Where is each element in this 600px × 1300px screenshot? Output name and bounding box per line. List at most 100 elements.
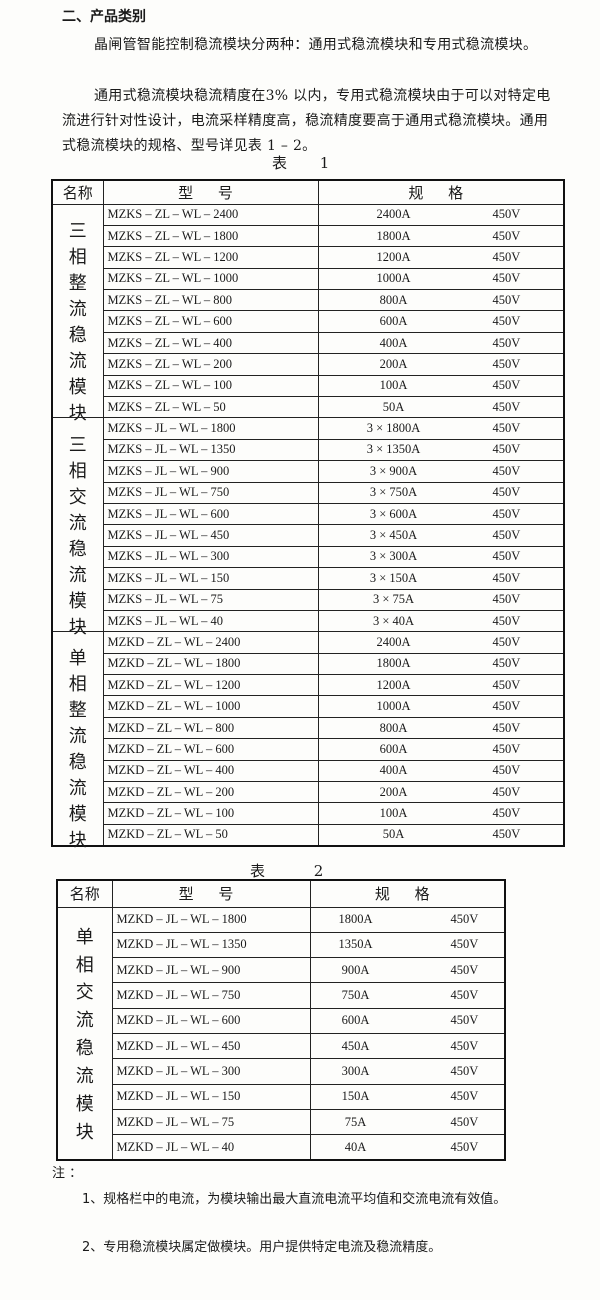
- table-row: MZKD – ZL – WL – 1800 1800A 450V: [52, 652, 565, 676]
- rated-current: 3 × 300A: [369, 549, 418, 564]
- rated-current: 1200A: [376, 677, 411, 692]
- model-cell: MZKD – JL – WL – 75: [111, 1108, 311, 1136]
- model-cell: MZKD – JL – WL – 750: [111, 982, 311, 1009]
- rated-current: 3 × 600A: [369, 506, 418, 521]
- rated-voltage: 450V: [492, 656, 521, 671]
- spec-cell: 3 × 900A 450V: [317, 460, 565, 483]
- table-row: MZKD – JL – WL – 75 75A 450V: [57, 1108, 506, 1136]
- section-heading: 二、产品类别: [62, 9, 146, 25]
- rated-voltage: 450V: [492, 763, 521, 778]
- group-name-char: 流: [68, 726, 87, 748]
- spec-cell: 1000A 450V: [317, 267, 565, 291]
- rated-voltage: 450V: [492, 335, 521, 350]
- spec-cell: 750A 450V: [309, 982, 506, 1009]
- rated-current: 600A: [341, 1013, 370, 1028]
- rated-voltage: 450V: [492, 784, 521, 799]
- rated-current: 3 × 150A: [369, 570, 418, 585]
- rated-current: 100A: [379, 378, 408, 393]
- table-row: MZKS – JL – WL – 150 3 × 150A 450V: [52, 567, 565, 590]
- group-name-char: 流: [68, 298, 87, 320]
- paragraph-intro: 晶闸管智能控制稳流模块分两种：通用式稳流模块和专用式稳流模块。: [94, 37, 538, 53]
- rated-voltage: 450V: [492, 699, 521, 714]
- group-name-char: 流: [68, 512, 87, 534]
- rated-voltage: 450V: [492, 806, 521, 821]
- model-cell: MZKS – JL – WL – 600: [102, 502, 319, 526]
- spec-cell: 1800A 450V: [317, 652, 565, 676]
- rated-voltage: 450V: [492, 677, 521, 692]
- model-cell: MZKS – ZL – WL – 800: [102, 289, 319, 312]
- group-name-cell: 单相整流稳流模块: [51, 631, 104, 851]
- notes-label: 注 ：: [52, 1166, 83, 1181]
- group-name-cell: 三相整流稳流模块: [51, 203, 104, 424]
- rated-current: 3 × 750A: [369, 485, 418, 500]
- group-name: 三相整流稳流模块: [53, 217, 103, 424]
- model-cell: MZKS – JL – WL – 40: [102, 609, 319, 633]
- rated-voltage: 450V: [492, 506, 521, 521]
- model-cell: MZKD – ZL – WL – 400: [102, 759, 319, 783]
- note-1: 1、规格栏中的电流，为模块输出最大直流电流平均值和交流电流有效值。: [82, 1192, 507, 1207]
- model-cell: MZKD – ZL – WL – 600: [102, 738, 319, 761]
- group-name-cell: 三相交流稳流模块: [51, 417, 104, 638]
- rated-voltage: 450V: [450, 912, 479, 927]
- table-row: MZKD – JL – WL – 300 300A 450V: [57, 1058, 506, 1085]
- group-name: 单相交流稳流模块: [58, 922, 112, 1145]
- rated-current: 900A: [341, 962, 370, 977]
- spec-cell: 1200A 450V: [317, 246, 565, 269]
- table-row: MZKS – JL – WL – 600 3 × 600A 450V: [52, 502, 565, 526]
- rated-current: 200A: [379, 784, 408, 799]
- rated-current: 1800A: [338, 912, 373, 927]
- group-name-char: 模: [68, 590, 87, 612]
- group-name-char: 单: [75, 926, 94, 948]
- spec-cell: 600A 450V: [317, 310, 565, 333]
- model-cell: MZKD – ZL – WL – 1000: [102, 695, 319, 718]
- group-name-char: 稳: [68, 538, 87, 560]
- rated-current: 3 × 450A: [369, 528, 418, 543]
- model-cell: MZKD – JL – WL – 450: [111, 1032, 311, 1060]
- model-cell: MZKD – ZL – WL – 1800: [102, 652, 319, 676]
- model-cell: MZKD – ZL – WL – 800: [102, 716, 319, 740]
- table-1: 名称 型 号 规 格 三相整流稳流模块 MZKS – ZL – WL – 2400…: [51, 179, 565, 851]
- table-row: MZKS – ZL – WL – 600 600A 450V: [52, 310, 565, 333]
- model-cell: MZKS – JL – WL – 1350: [102, 438, 319, 462]
- spec-cell: 1800A 450V: [317, 224, 565, 248]
- rated-current: 1800A: [376, 228, 411, 243]
- table2-caption: 表 2: [250, 862, 346, 880]
- rated-voltage: 450V: [492, 827, 521, 842]
- spec-cell: 100A 450V: [317, 802, 565, 825]
- table-row: MZKS – ZL – WL – 50 50A 450V: [52, 396, 565, 419]
- model-cell: MZKS – ZL – WL – 400: [102, 331, 319, 355]
- group-name-cell: 单相交流稳流模块: [56, 906, 113, 1161]
- rated-current: 3 × 40A: [372, 613, 415, 628]
- header-model: 型 号: [111, 879, 311, 908]
- rated-voltage: 450V: [450, 1038, 479, 1053]
- spec-cell: 600A 450V: [309, 1007, 506, 1034]
- model-cell: MZKD – ZL – WL – 1200: [102, 674, 319, 697]
- rated-voltage: 450V: [450, 988, 479, 1003]
- spec-cell: 450A 450V: [309, 1032, 506, 1060]
- rated-voltage: 450V: [492, 528, 521, 543]
- group-name-char: 模: [68, 376, 87, 398]
- group-name-char: 块: [68, 616, 87, 638]
- model-cell: MZKD – ZL – WL – 50: [102, 823, 319, 847]
- rated-current: 2400A: [376, 207, 411, 222]
- group-name-char: 三: [68, 434, 87, 456]
- group-name-char: 稳: [68, 324, 87, 346]
- group-name-char: 单: [68, 648, 87, 670]
- group-name: 单相整流稳流模块: [53, 644, 103, 851]
- rated-voltage: 450V: [492, 463, 521, 478]
- table-row: MZKD – ZL – WL – 50 50A 450V: [52, 823, 565, 847]
- rated-voltage: 450V: [492, 228, 521, 243]
- group-name-char: 整: [68, 700, 87, 722]
- rated-current: 800A: [379, 720, 408, 735]
- model-cell: MZKS – JL – WL – 1800: [102, 417, 319, 440]
- model-cell: MZKD – JL – WL – 150: [111, 1083, 311, 1110]
- table-row: 三相交流稳流模块 MZKS – JL – WL – 1800 3 × 1800A 45…: [51, 417, 565, 638]
- spec-cell: 50A 450V: [317, 823, 565, 847]
- rated-voltage: 450V: [492, 421, 521, 436]
- header-spec: 规 格: [317, 179, 565, 205]
- model-cell: MZKS – JL – WL – 900: [102, 460, 319, 483]
- spec-cell: 1350A 450V: [309, 931, 506, 959]
- model-cell: MZKS – ZL – WL – 1800: [102, 224, 319, 248]
- rated-current: 3 × 1350A: [366, 442, 421, 457]
- group-name-char: 块: [68, 402, 87, 424]
